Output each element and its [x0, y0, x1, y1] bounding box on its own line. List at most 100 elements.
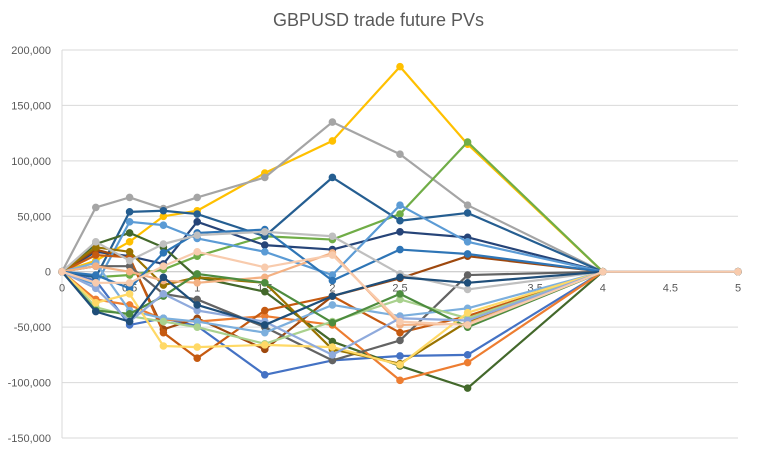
series-4-point — [261, 371, 269, 379]
series-9-point — [396, 376, 404, 385]
x-tick-label: 0 — [59, 283, 65, 295]
series-2-point — [328, 118, 337, 126]
series-6-point — [396, 228, 404, 236]
series-23-point — [92, 279, 100, 287]
series-1-point — [328, 137, 337, 145]
series-21-point — [193, 231, 201, 239]
series-3-point — [463, 138, 472, 146]
series-2-point — [396, 150, 404, 159]
series-5-point — [396, 216, 404, 225]
series-17-point — [125, 310, 134, 318]
series-23-point — [463, 321, 472, 329]
series-10-point — [463, 237, 472, 246]
series-8-point — [463, 384, 472, 392]
series-19-point — [125, 290, 134, 298]
x-tick-label: 2 — [329, 283, 335, 295]
series-8-point — [125, 229, 134, 237]
series-22-point — [261, 321, 269, 329]
x-tick-label: 1 — [194, 283, 200, 295]
y-tick-label: 200,000 — [11, 45, 51, 57]
series-17-point — [193, 270, 201, 278]
series-12-point — [396, 336, 404, 345]
x-tick-label: 2.5 — [392, 283, 407, 295]
series-16-point — [193, 323, 201, 331]
series-23-point — [159, 262, 168, 270]
y-tick-label: -150,000 — [8, 433, 51, 445]
series-23-point — [125, 279, 134, 287]
series-2-point — [125, 193, 134, 202]
series-20-point — [159, 290, 168, 298]
series-19-point — [159, 342, 168, 350]
series-19-point — [193, 343, 201, 351]
series-18-point — [159, 249, 168, 257]
series-21-point — [328, 232, 337, 241]
series-5-point — [125, 208, 134, 216]
series-22-point — [328, 292, 337, 300]
series-10-point — [159, 221, 168, 229]
series-18-point — [396, 245, 404, 254]
series-15-point — [92, 262, 100, 270]
series-5-point — [328, 173, 337, 182]
series-2-point — [92, 203, 100, 212]
series-22-point — [159, 273, 168, 282]
series-17-point — [261, 279, 269, 287]
series-3-point — [396, 210, 404, 218]
series-20-point — [328, 351, 337, 359]
series-2-point — [193, 193, 201, 202]
series-21-point — [159, 240, 168, 248]
series-2-point — [463, 201, 472, 209]
x-tick-label: 4.5 — [663, 283, 678, 295]
series-19-point — [396, 361, 404, 369]
series-11-point — [193, 354, 201, 362]
series-6-point — [193, 218, 201, 226]
series-23-point — [328, 251, 337, 259]
series-11-point — [159, 328, 168, 337]
series-23-point — [261, 263, 269, 272]
series-19-point — [92, 298, 100, 307]
series-10-point — [396, 201, 404, 209]
series-23-point — [734, 267, 742, 276]
series-23-point — [58, 267, 66, 276]
series-19-point — [328, 343, 337, 351]
series-1-point — [125, 237, 134, 246]
series-21-point — [261, 228, 269, 236]
series-16-point — [159, 317, 168, 326]
y-tick-label: -100,000 — [8, 378, 51, 390]
series-4-point — [396, 352, 404, 360]
series-23-point — [599, 267, 607, 276]
series-6-point — [261, 241, 269, 249]
series-11-point — [396, 328, 404, 337]
series-13-point — [261, 328, 269, 337]
series-1-point — [396, 62, 404, 71]
y-tick-label: 50,000 — [17, 211, 51, 223]
series-11-point — [92, 251, 100, 259]
x-tick-label: 5 — [735, 283, 741, 295]
y-tick-label: 150,000 — [11, 100, 51, 112]
series-21-point — [92, 237, 100, 246]
series-5-point — [159, 206, 168, 215]
series-9-point — [463, 358, 472, 367]
series-21-point — [125, 256, 134, 265]
y-tick-label: -50,000 — [14, 322, 51, 334]
series-5-point — [193, 210, 201, 218]
series-10-point — [125, 218, 134, 226]
series-22-point — [396, 273, 404, 282]
series-17-point — [328, 318, 337, 327]
series-23-point — [396, 317, 404, 326]
series-19-point — [463, 308, 472, 317]
series-22-point — [92, 307, 100, 316]
y-tick-label: 0 — [45, 267, 51, 279]
series-15-point — [125, 267, 134, 276]
series-22-point — [125, 317, 134, 326]
series-17-point — [396, 290, 404, 298]
series-13-point — [328, 301, 337, 309]
series-18-point — [463, 250, 472, 258]
series-18-point — [328, 276, 337, 285]
series-12-point — [463, 271, 472, 279]
series-2-point — [261, 173, 269, 182]
series-11-point — [261, 306, 269, 315]
series-21-point — [463, 285, 472, 294]
series-18-point — [92, 271, 100, 279]
